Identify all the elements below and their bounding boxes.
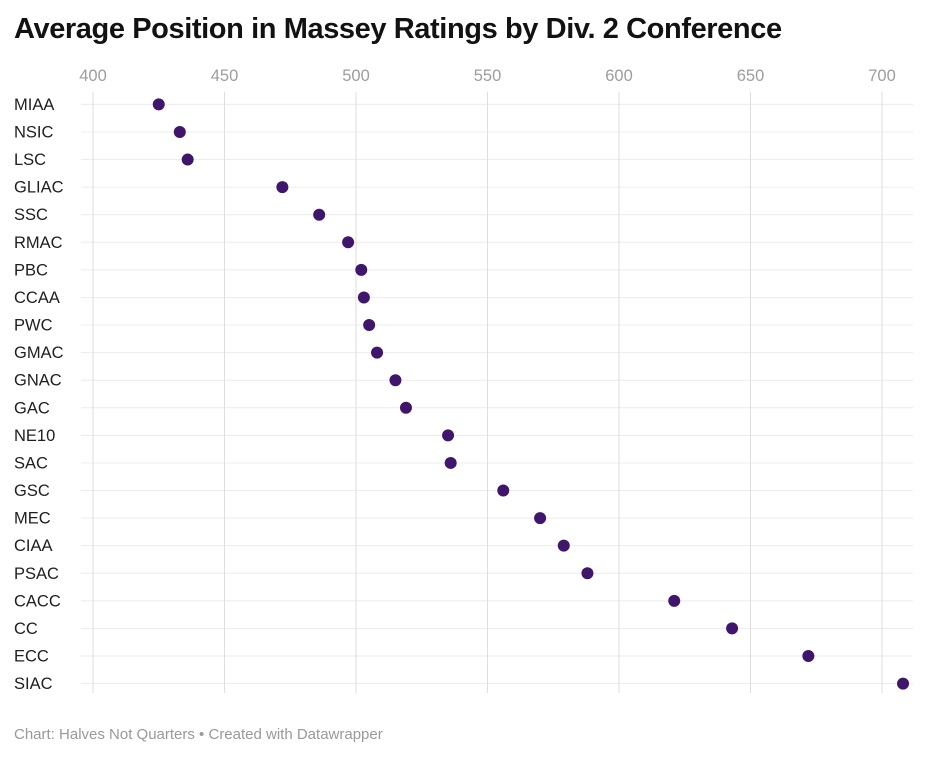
y-axis-label: CC — [14, 620, 38, 638]
y-axis-label: NSIC — [14, 123, 54, 141]
y-axis-label: GLIAC — [14, 179, 64, 197]
y-axis-label: CCAA — [14, 289, 60, 307]
y-axis-label: SAC — [14, 454, 48, 472]
x-tick-label: 400 — [79, 67, 107, 85]
data-point[interactable] — [444, 456, 457, 469]
y-axis-label: ECC — [14, 648, 49, 666]
data-point[interactable] — [897, 677, 910, 690]
data-point[interactable] — [363, 319, 376, 332]
y-axis-label: MEC — [14, 510, 51, 528]
y-axis-label: NE10 — [14, 427, 55, 445]
x-tick-label: 600 — [605, 67, 633, 85]
y-axis-label: GMAC — [14, 344, 64, 362]
data-point[interactable] — [276, 181, 289, 194]
data-point[interactable] — [152, 98, 165, 111]
y-axis-label: PWC — [14, 317, 53, 335]
data-point[interactable] — [181, 153, 194, 166]
x-tick-label: 700 — [868, 67, 896, 85]
data-point[interactable] — [399, 401, 412, 414]
y-axis-label: RMAC — [14, 234, 63, 252]
data-point[interactable] — [534, 512, 547, 525]
x-tick-label: 500 — [342, 67, 370, 85]
data-point[interactable] — [581, 567, 594, 580]
data-point[interactable] — [342, 236, 355, 249]
data-point[interactable] — [389, 374, 402, 387]
data-point[interactable] — [357, 291, 370, 304]
data-point[interactable] — [371, 346, 384, 359]
y-axis-label: PBC — [14, 261, 48, 279]
x-tick-label: 650 — [737, 67, 765, 85]
data-point[interactable] — [173, 125, 186, 138]
y-axis-label: SIAC — [14, 675, 53, 693]
y-axis-label: LSC — [14, 151, 46, 169]
y-axis-label: SSC — [14, 206, 48, 224]
y-axis-label: GNAC — [14, 372, 62, 390]
x-tick-label: 550 — [474, 67, 502, 85]
y-axis-label: CIAA — [14, 537, 53, 555]
x-tick-label: 450 — [211, 67, 239, 85]
data-point[interactable] — [497, 484, 510, 497]
y-axis-label: PSAC — [14, 565, 59, 583]
data-point[interactable] — [313, 208, 326, 221]
attribution-footer: Chart: Halves Not Quarters • Created wit… — [14, 726, 383, 743]
y-axis-label: CACC — [14, 592, 61, 610]
y-axis-label: GAC — [14, 399, 50, 417]
data-point[interactable] — [442, 429, 455, 442]
y-axis-label: GSC — [14, 482, 50, 500]
chart-title: Average Position in Massey Ratings by Di… — [14, 13, 782, 45]
data-point[interactable] — [802, 650, 815, 662]
data-point[interactable] — [355, 263, 368, 276]
data-point[interactable] — [726, 622, 739, 635]
data-point[interactable] — [557, 539, 570, 552]
data-point[interactable] — [668, 594, 681, 607]
y-axis-label: MIAA — [14, 96, 54, 114]
